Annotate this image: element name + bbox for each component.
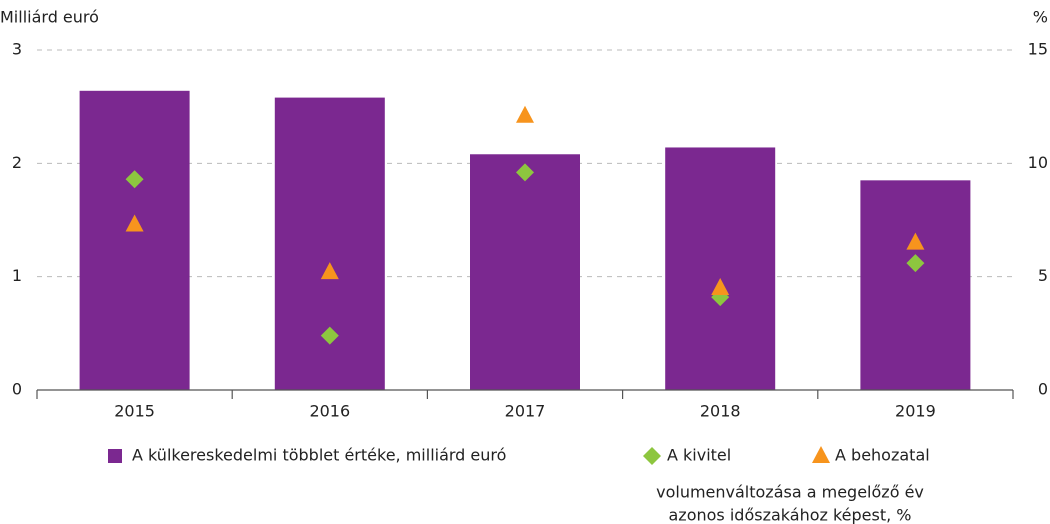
diamond-marker [125, 170, 144, 189]
x-tick-label: 2017 [505, 402, 546, 421]
y-tick-label: 0 [12, 380, 22, 399]
y2-tick-label: 0 [1038, 380, 1048, 399]
x-tick-label: 2016 [309, 402, 350, 421]
x-tick-label: 2019 [895, 402, 936, 421]
triangle-marker [711, 278, 730, 295]
diamond-marker [516, 163, 534, 182]
bar [274, 97, 385, 390]
y2-tick-label: 15 [1028, 40, 1048, 59]
legend-swatch [812, 446, 830, 463]
y-tick-label: 1 [12, 266, 22, 285]
bar [470, 154, 580, 390]
triangle-marker [516, 105, 534, 123]
diamond-marker [906, 254, 925, 273]
legend-swatch [108, 449, 122, 463]
bar [665, 147, 776, 390]
legend-swatch [643, 447, 661, 465]
y2-axis-label: % [1033, 8, 1048, 27]
bar [860, 180, 971, 390]
legend-label: A behozatal [835, 446, 930, 465]
legend-label: A külkereskedelmi többlet értéke, milliá… [132, 446, 506, 465]
legend-note: volumenváltozása a megelőző év [656, 483, 924, 502]
bar [79, 90, 190, 391]
x-tick-label: 2018 [700, 402, 741, 421]
triangle-marker [906, 232, 925, 250]
triangle-marker [320, 262, 339, 280]
legend-note: azonos időszakához képest, % [669, 506, 912, 524]
y-tick-label: 3 [12, 40, 22, 59]
legend-label: A kivitel [667, 446, 731, 465]
y-tick-label: 2 [12, 153, 22, 172]
triangle-marker [125, 214, 144, 232]
y-axis-label: Milliárd euró [0, 8, 99, 27]
diamond-marker [320, 326, 339, 345]
y2-tick-label: 10 [1028, 153, 1048, 172]
y2-tick-label: 5 [1038, 266, 1048, 285]
x-tick-label: 2015 [114, 402, 155, 421]
